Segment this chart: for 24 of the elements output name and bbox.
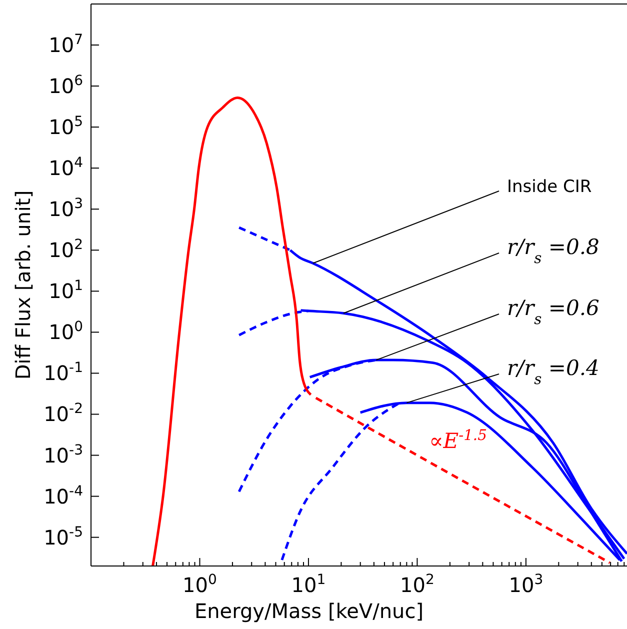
y-tick-label: 10$^{7}$: [48, 32, 83, 58]
y-tick-label: 10$^{6}$: [48, 73, 84, 98]
y-tick-label: 10$^{4}$: [48, 155, 84, 180]
annotation: ∝E$^{-1.5}$: [429, 426, 487, 453]
x-tick-label: 10$^{2}$: [400, 572, 434, 597]
annotation: r/r$_{s}$ =0.6: [507, 296, 600, 328]
annotation: r/r$_{s}$ =0.8: [507, 235, 600, 266]
y-tick-label: 10$^{-4}$: [44, 483, 84, 508]
y-tick-label: 10$^{3}$: [48, 196, 83, 222]
x-tick-label: 10$^{1}$: [291, 572, 326, 597]
x-tick-label: 10$^{3}$: [508, 572, 544, 597]
y-tick-label: 10$^{-1}$: [44, 360, 83, 386]
y-tick-label: 10$^{-3}$: [44, 442, 83, 468]
y-axis-title: Diff Flux [arb. unit]: [11, 190, 35, 380]
y-tick-label: 10$^{0}$: [48, 319, 83, 344]
y-tick-label: 10$^{-2}$: [44, 401, 83, 426]
annotation: r/r$_{s}$ =0.4: [507, 356, 600, 388]
y-tick-label: 10$^{5}$: [48, 114, 83, 140]
y-tick-label: 10$^{1}$: [48, 278, 83, 304]
y-tick-label: 10$^{-5}$: [44, 524, 83, 550]
x-tick-label: 10$^{0}$: [182, 572, 217, 597]
y-tick-label: 10$^{2}$: [48, 237, 83, 262]
annotation: Inside CIR: [507, 177, 592, 197]
x-axis-title: Energy/Mass [keV/nuc]: [194, 599, 424, 623]
